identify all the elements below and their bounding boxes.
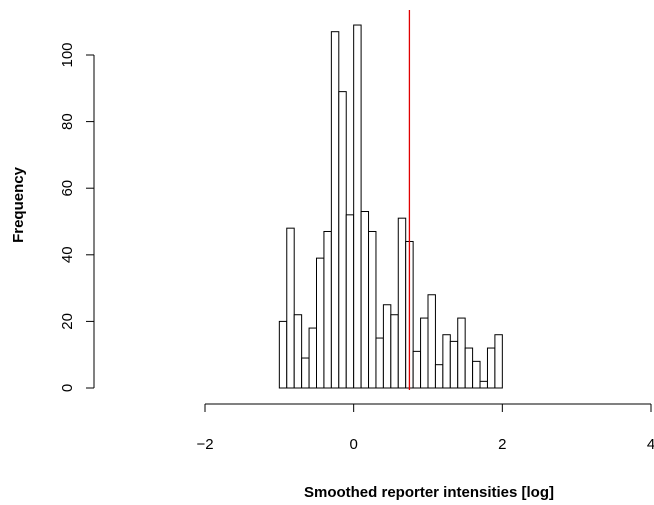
- histogram-bar: [397, 217, 407, 389]
- histogram-bar: [308, 327, 318, 389]
- histogram-bar: [449, 340, 459, 389]
- histogram-bar: [278, 320, 288, 389]
- y-tick-label: 60: [59, 180, 76, 197]
- histogram-bar: [434, 364, 444, 389]
- x-tick-label: 2: [498, 436, 506, 453]
- histogram-bar: [301, 357, 310, 389]
- histogram-bar: [316, 257, 325, 389]
- histogram-bar: [427, 294, 436, 389]
- histogram-bar: [464, 347, 474, 389]
- histogram-bar: [472, 360, 481, 389]
- y-tick-label: 0: [59, 384, 76, 392]
- histogram-bar: [345, 214, 355, 389]
- histogram-bar: [368, 230, 377, 389]
- x-tick-label: 0: [349, 436, 357, 453]
- histogram-bar: [323, 230, 332, 389]
- y-axis-title: Frequency: [10, 166, 27, 243]
- x-tick-label: 4: [647, 436, 654, 453]
- y-tick-label: 80: [59, 113, 76, 130]
- y-tick-label: 20: [59, 313, 76, 330]
- histogram-bar: [486, 347, 496, 389]
- histogram-bar: [420, 317, 429, 389]
- histogram-bar: [382, 304, 392, 389]
- histogram-bar: [412, 350, 422, 389]
- histogram-bar: [330, 31, 340, 389]
- histogram-bar: [293, 314, 303, 389]
- histogram-bar: [494, 334, 503, 389]
- x-axis: −2 0 2 4: [196, 403, 654, 453]
- x-tick-label: −2: [196, 436, 213, 453]
- histogram-bar: [353, 24, 362, 389]
- histogram-bar: [286, 227, 295, 389]
- histogram-bars: [278, 24, 503, 389]
- histogram-bar: [457, 317, 466, 389]
- histogram-bar: [442, 334, 451, 389]
- histogram-bar: [479, 380, 488, 389]
- x-axis-title: Smoothed reporter intensities [log]: [304, 484, 554, 501]
- histogram-bar: [390, 314, 399, 389]
- y-axis: 0 20 40 60 80 100: [59, 42, 95, 392]
- y-tick-label: 40: [59, 246, 76, 263]
- histogram-bar: [360, 211, 370, 389]
- histogram-bar: [338, 91, 347, 389]
- histogram-bar: [375, 337, 384, 389]
- y-tick-label: 100: [59, 42, 76, 67]
